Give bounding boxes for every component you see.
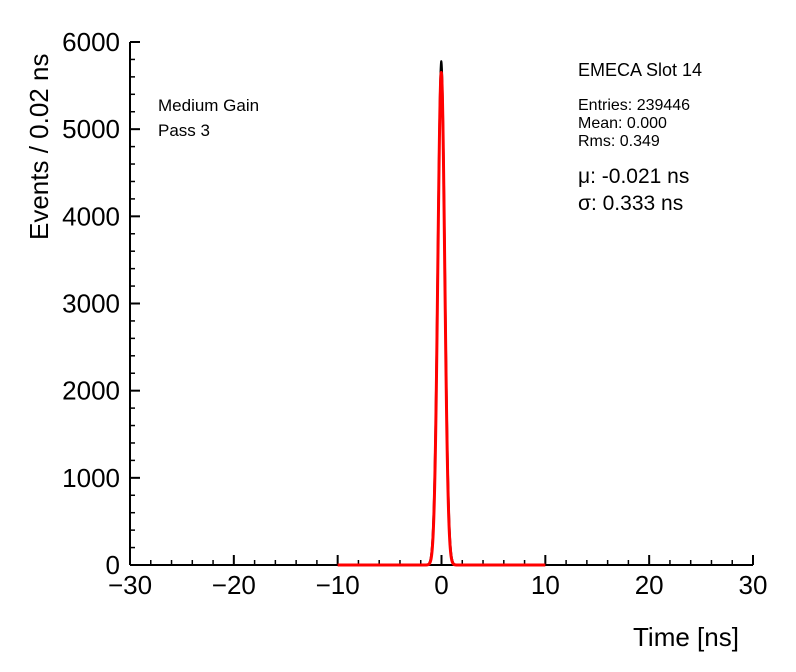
y-axis-title: Events / 0.02 ns <box>24 53 54 240</box>
x-tick-label: 20 <box>635 570 664 600</box>
x-axis-title: Time [ns] <box>633 622 739 652</box>
x-tick-label: −10 <box>316 570 360 600</box>
y-tick-label: 1000 <box>62 463 120 493</box>
y-tick-label: 0 <box>106 550 120 580</box>
y-tick-label: 3000 <box>62 289 120 319</box>
annotation-pass: Pass 3 <box>158 121 210 140</box>
stats-rms: Rms: 0.349 <box>578 133 660 150</box>
x-tick-label: 30 <box>739 570 768 600</box>
x-tick-label: −30 <box>108 570 152 600</box>
histogram-line <box>331 60 552 566</box>
stats-entries: Entries: 239446 <box>578 97 691 114</box>
y-tick-label: 4000 <box>62 201 120 231</box>
stats-box: EMECA Slot 14 Entries: 239446 Mean: 0.00… <box>578 60 702 217</box>
y-tick-label: 6000 <box>62 27 120 57</box>
x-tick-label: −20 <box>212 570 256 600</box>
fit-mu: μ: -0.021 ns <box>578 165 690 188</box>
stats-title: EMECA Slot 14 <box>578 60 703 80</box>
fit-sigma: σ: 0.333 ns <box>578 192 684 215</box>
y-tick-label: 2000 <box>62 376 120 406</box>
y-tick-label: 5000 <box>62 114 120 144</box>
x-tick-label: 0 <box>434 570 448 600</box>
fit-results: μ: -0.021 ns σ: 0.333 ns <box>578 163 702 217</box>
gaussian-fit-line <box>336 71 547 567</box>
x-tick-label: 10 <box>531 570 560 600</box>
stats-mean: Mean: 0.000 <box>578 115 667 132</box>
annotation-gain: Medium Gain <box>158 96 260 115</box>
